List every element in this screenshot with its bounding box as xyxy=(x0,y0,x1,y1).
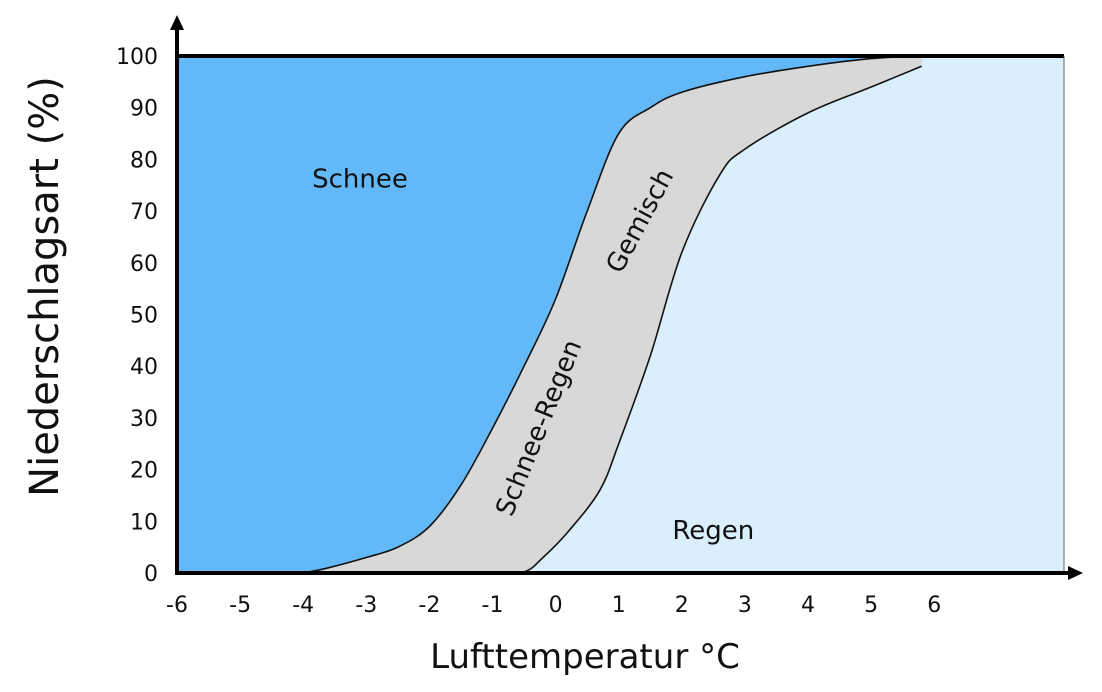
region-label: Regen xyxy=(672,516,754,546)
y-tick-label: 60 xyxy=(130,252,158,277)
x-tick-labels: -6 -5 -4 -3 -2 -1 0 1 2 3 4 5 6 xyxy=(166,593,941,618)
y-tick-label: 30 xyxy=(130,407,158,432)
x-tick-label: 5 xyxy=(864,593,878,618)
plot-areas xyxy=(177,55,1064,575)
x-axis-label: Lufttemperatur °C xyxy=(430,637,740,677)
x-tick-label: 0 xyxy=(549,593,563,618)
x-tick-label: 1 xyxy=(612,593,626,618)
y-tick-label: 80 xyxy=(130,148,158,173)
mischband-area xyxy=(303,56,922,574)
x-tick-label: 3 xyxy=(738,593,752,618)
region-label: Schnee xyxy=(312,165,408,195)
y-tick-label: 90 xyxy=(130,97,158,122)
x-tick-label: 4 xyxy=(801,593,815,618)
x-tick-label: 6 xyxy=(927,593,941,618)
x-tick-label: -6 xyxy=(166,593,188,618)
axes xyxy=(170,15,1083,580)
y-axis-label: Niederschlagsart (%) xyxy=(22,76,68,497)
x-tick-label: 2 xyxy=(675,593,689,618)
x-tick-label: -3 xyxy=(355,593,377,618)
y-tick-label: 0 xyxy=(144,562,158,587)
y-tick-labels: 0 10 20 30 40 50 60 70 80 90 100 xyxy=(116,45,158,587)
y-tick-label: 50 xyxy=(130,304,158,329)
y-tick-label: 100 xyxy=(116,45,158,70)
y-tick-label: 20 xyxy=(130,459,158,484)
y-axis-arrow xyxy=(170,15,184,30)
y-tick-label: 40 xyxy=(130,355,158,380)
x-tick-label: -2 xyxy=(418,593,440,618)
x-tick-label: -4 xyxy=(292,593,314,618)
y-tick-label: 10 xyxy=(130,510,158,535)
x-tick-label: -5 xyxy=(229,593,251,618)
x-tick-label: -1 xyxy=(482,593,504,618)
x-axis-arrow xyxy=(1068,566,1083,580)
schnee-area xyxy=(177,56,922,573)
series-line-upper xyxy=(303,55,922,574)
y-tick-label: 70 xyxy=(130,200,158,225)
